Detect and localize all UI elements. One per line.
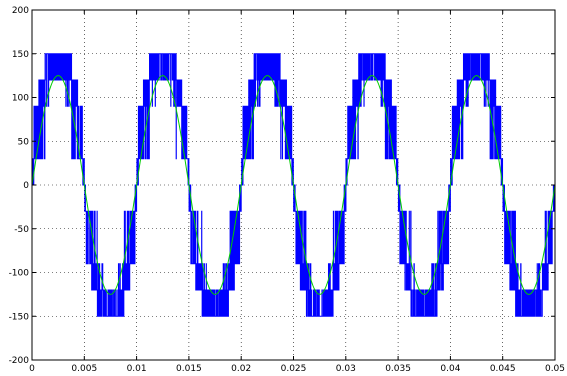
y-tick-label: -100 [9, 269, 30, 279]
y-tick-label: -50 [14, 225, 29, 235]
x-tick-label: 0.03 [336, 364, 356, 374]
x-tick-label: 0.015 [176, 364, 202, 374]
x-tick-label: 0.04 [440, 364, 460, 374]
x-tick-label: 0.025 [281, 364, 307, 374]
x-tick-label: 0.005 [71, 364, 97, 374]
y-tick-label: -200 [9, 356, 30, 366]
x-tick-label: 0.045 [490, 364, 516, 374]
green-series-line [31, 75, 556, 295]
x-tick-label: 0.035 [385, 364, 411, 374]
y-tick-label: 200 [12, 6, 29, 16]
y-tick-label: 150 [12, 50, 29, 60]
blue-series-line [31, 53, 556, 317]
axis-ticks: 0 0.005 0.01 0.015 0.02 0.025 0.03 0.035 0.04 0.0… [9, 6, 565, 374]
y-tick-label: 0 [23, 181, 29, 191]
x-tick-label: 0.05 [545, 364, 565, 374]
y-tick-label: -150 [9, 312, 30, 322]
x-tick-label: 0.02 [231, 364, 251, 374]
plot-lines [31, 53, 556, 317]
y-tick-label: 100 [12, 94, 29, 104]
x-tick-label: 0 [29, 364, 35, 374]
x-tick-label: 0.01 [127, 364, 147, 374]
y-tick-label: 50 [18, 137, 30, 147]
